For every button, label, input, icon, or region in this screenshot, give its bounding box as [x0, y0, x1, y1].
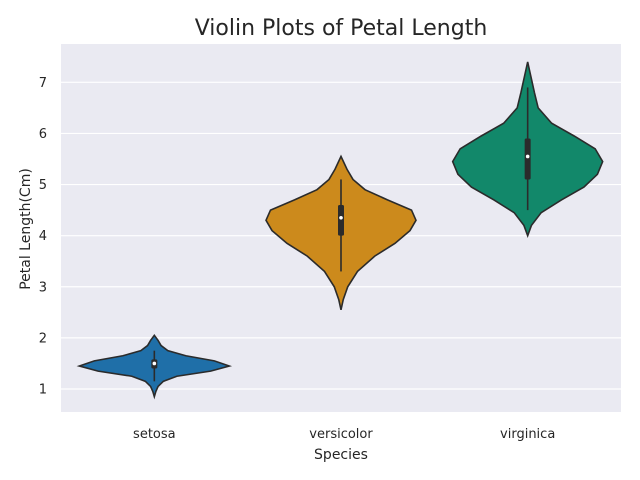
y-tick-label-4: 4 — [39, 229, 47, 244]
y-tick-label-5: 5 — [39, 178, 47, 193]
x-tick-label-versicolor: versicolor — [309, 427, 373, 442]
iqr-box-versicolor — [338, 205, 344, 236]
y-tick-label-3: 3 — [39, 280, 47, 295]
iqr-box-virginica — [524, 138, 531, 180]
chart-title: Violin Plots of Petal Length — [195, 16, 488, 41]
median-dot-versicolor — [339, 215, 343, 220]
median-dot-virginica — [525, 154, 530, 159]
y-tick-label-7: 7 — [39, 76, 47, 91]
tick-labels: 1 2 3 4 5 6 7 setosa versicolor virginica — [39, 76, 556, 442]
median-dot-setosa — [152, 361, 157, 366]
y-tick-label-6: 6 — [39, 127, 47, 142]
y-axis-label: Petal Length(Cm) — [18, 168, 34, 290]
y-tick-label-1: 1 — [39, 383, 47, 398]
violins — [76, 61, 604, 400]
x-tick-label-virginica: virginica — [500, 427, 555, 442]
x-axis-label: Species — [314, 447, 368, 463]
y-tick-label-2: 2 — [39, 331, 47, 346]
x-tick-label-setosa: setosa — [133, 427, 176, 442]
